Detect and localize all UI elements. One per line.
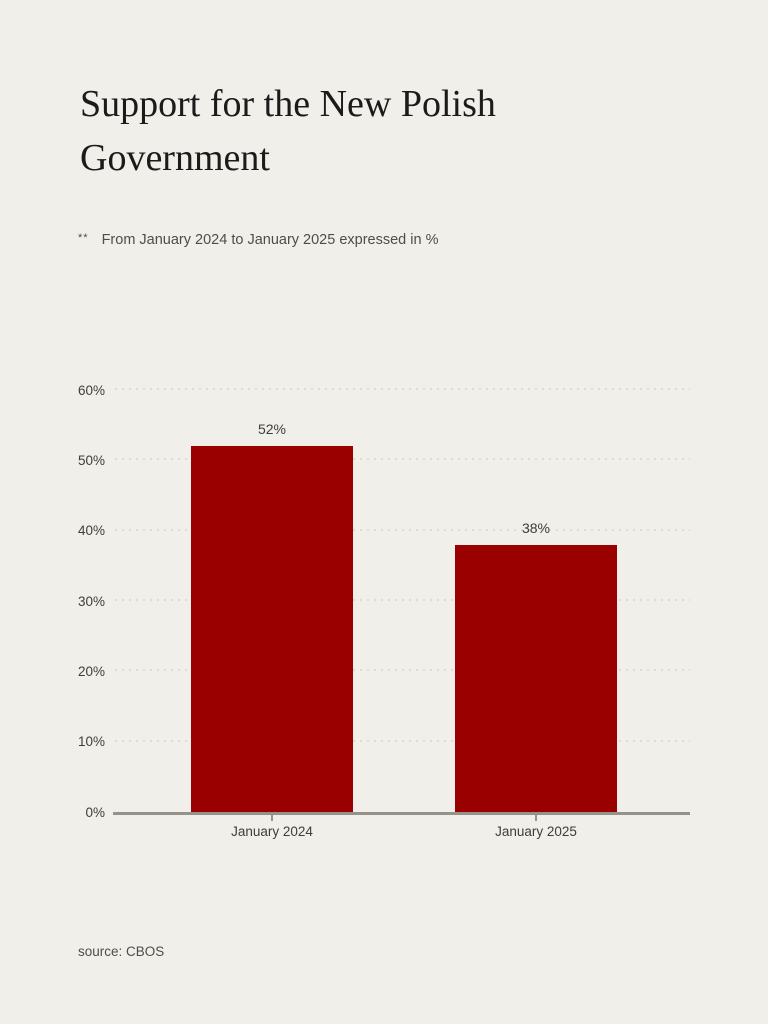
y-axis-label-0: 0%	[85, 804, 105, 820]
bar-value-label-january-2025: 38%	[521, 519, 551, 536]
x-axis-line	[113, 812, 690, 815]
gridline-50	[115, 458, 690, 461]
gridline-30	[115, 599, 690, 601]
gridline-10	[115, 739, 690, 742]
x-axis-tick-1	[271, 815, 273, 821]
y-axis-label-10: 10%	[77, 733, 105, 749]
y-axis-label-60: 60%	[77, 382, 105, 398]
y-axis-label-50: 50%	[77, 452, 105, 468]
subtitle-text: From January 2024 to January 2025 expres…	[101, 232, 439, 248]
chart-subtitle: ** From January 2024 to January 2025 expr…	[78, 232, 438, 248]
bar-january-2025	[455, 544, 617, 812]
y-axis-label-30: 30%	[77, 593, 105, 609]
footnote-marker: **	[78, 232, 89, 244]
y-axis-label-20: 20%	[77, 663, 105, 679]
gridline-60	[115, 388, 690, 390]
source-note: source: CBOS	[78, 944, 165, 959]
y-axis-label-40: 40%	[77, 522, 105, 538]
bar-value-label-january-2024: 52%	[257, 421, 287, 438]
bar-january-2024	[191, 446, 353, 812]
gridline-40	[115, 528, 690, 531]
page-title: Support for the New Polish Government	[80, 83, 496, 179]
x-axis-label-january-2024: January 2024	[231, 824, 313, 839]
x-axis-label-january-2025: January 2025	[495, 824, 577, 839]
x-axis-tick-2	[535, 815, 537, 821]
plot-area: 0% 10% 20% 30% 40% 50% 60% 52% January 2024 38% Ja…	[78, 383, 690, 839]
gridline-20	[115, 669, 690, 672]
